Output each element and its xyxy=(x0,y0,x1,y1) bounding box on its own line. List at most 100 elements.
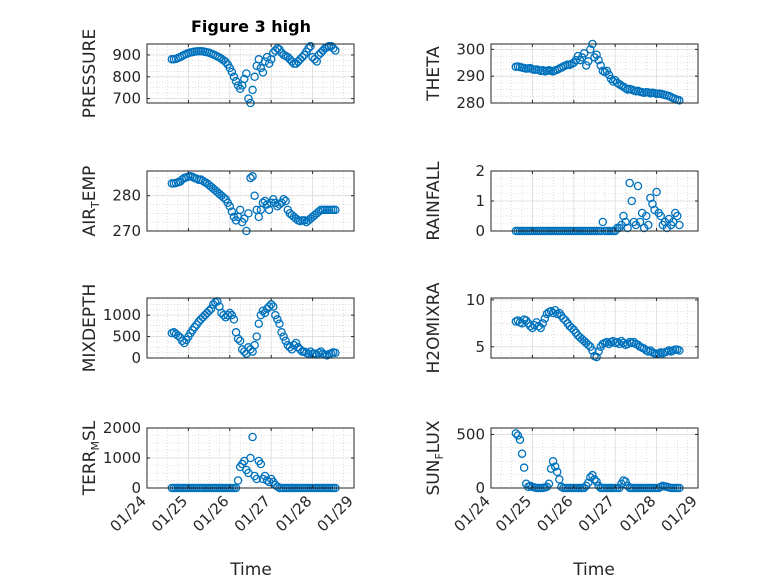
y-axis-label-text: TERR xyxy=(80,450,100,496)
y-tick-label: 0 xyxy=(131,349,141,367)
y-tick-label: 5 xyxy=(475,338,485,356)
series-pressure xyxy=(167,41,340,108)
data-point xyxy=(513,431,523,440)
data-point xyxy=(219,193,228,202)
data-point xyxy=(304,349,313,358)
data-point xyxy=(277,328,286,337)
x-tick-label: 01/27 xyxy=(575,492,618,535)
x-tick-label: 01/28 xyxy=(616,492,659,535)
data-point xyxy=(233,334,243,343)
data-point xyxy=(656,211,665,221)
data-point xyxy=(538,319,548,328)
data-point xyxy=(273,482,282,491)
data-point xyxy=(625,178,634,188)
data-point xyxy=(635,217,645,227)
x-tick-label: 01/29 xyxy=(658,492,701,535)
data-point xyxy=(559,314,568,323)
data-point xyxy=(198,176,208,186)
data-point xyxy=(623,223,632,233)
data-point xyxy=(588,470,597,480)
y-axis-label-text: PRESSURE xyxy=(80,29,100,118)
data-point xyxy=(300,347,309,356)
data-point xyxy=(588,346,597,355)
data-point xyxy=(331,205,340,215)
data-point xyxy=(244,209,253,218)
data-point xyxy=(584,340,593,350)
data-point xyxy=(552,467,562,477)
axes-box xyxy=(490,43,699,104)
axes-box xyxy=(146,297,355,359)
y-tick-label: 500 xyxy=(112,328,141,346)
data-point xyxy=(240,74,249,84)
data-point xyxy=(281,196,290,206)
y-axis-label: H2OMIXRA xyxy=(424,282,444,373)
y-axis-label-text: AIR xyxy=(80,208,100,237)
y-tick-label: 280 xyxy=(112,187,141,205)
subplot-h2omixra: 5 10 H2OMIXRA xyxy=(424,282,699,374)
axes-box xyxy=(490,297,699,359)
data-point xyxy=(275,200,284,209)
y-tick-label: 280 xyxy=(456,94,485,112)
data-point xyxy=(295,345,305,354)
data-point xyxy=(590,475,599,484)
data-point xyxy=(627,196,637,206)
data-point xyxy=(515,435,525,445)
data-point xyxy=(225,202,235,211)
data-point xyxy=(675,346,684,355)
data-point xyxy=(598,217,608,227)
y-axis-label: RAINFALL xyxy=(424,161,444,241)
y-tick-label: 0 xyxy=(475,222,485,240)
y-axis-label-text: EMP xyxy=(80,166,100,202)
data-point xyxy=(279,332,288,341)
data-point xyxy=(279,194,288,204)
data-point xyxy=(173,331,183,340)
data-point xyxy=(602,337,612,347)
y-tick-label: 700 xyxy=(112,90,141,108)
y-tick-label: 1000 xyxy=(103,306,141,324)
data-point xyxy=(250,191,259,200)
data-point xyxy=(517,449,527,458)
data-point xyxy=(289,340,299,350)
y-axis-label-text: RAINFALL xyxy=(424,161,444,241)
data-point xyxy=(652,187,661,197)
y-tick-label: 500 xyxy=(456,425,485,443)
y-axis-label-text: SUN xyxy=(424,460,444,496)
subplot-grid: 700 800 900 PRESSURE 280 290 300 THETA 270 280 AIR… xyxy=(80,29,701,536)
data-point xyxy=(555,475,564,484)
data-point xyxy=(262,476,272,485)
data-point xyxy=(264,302,274,311)
x-tick-label: 01/26 xyxy=(189,492,232,535)
y-axis-label-subscript: F xyxy=(433,453,446,459)
data-point xyxy=(248,85,257,95)
data-point xyxy=(250,72,259,82)
data-point xyxy=(548,456,558,466)
data-point xyxy=(540,314,550,323)
y-tick-label: 800 xyxy=(112,68,141,86)
data-point xyxy=(258,68,268,77)
data-point xyxy=(584,57,593,66)
data-point xyxy=(227,207,237,216)
data-point xyxy=(544,479,554,488)
x-tick-label: 01/25 xyxy=(492,492,535,535)
data-point xyxy=(594,347,603,356)
x-tick-label: 01/25 xyxy=(148,492,191,535)
axes-box xyxy=(490,427,699,489)
y-tick-label: 1000 xyxy=(103,449,141,467)
data-point xyxy=(250,340,259,350)
data-point xyxy=(536,323,545,333)
data-point xyxy=(246,173,255,183)
y-axis-label-text: MIXDEPTH xyxy=(80,284,100,373)
axes-box xyxy=(146,170,355,232)
data-point xyxy=(271,310,280,320)
y-tick-label: 290 xyxy=(456,67,485,85)
figure-title: Figure 3 high xyxy=(191,17,311,36)
data-point xyxy=(240,214,249,223)
data-point xyxy=(613,337,622,347)
data-point xyxy=(258,306,268,316)
x-tick-label: 01/29 xyxy=(314,492,357,535)
y-tick-label: 270 xyxy=(112,222,141,240)
data-point xyxy=(233,476,243,485)
